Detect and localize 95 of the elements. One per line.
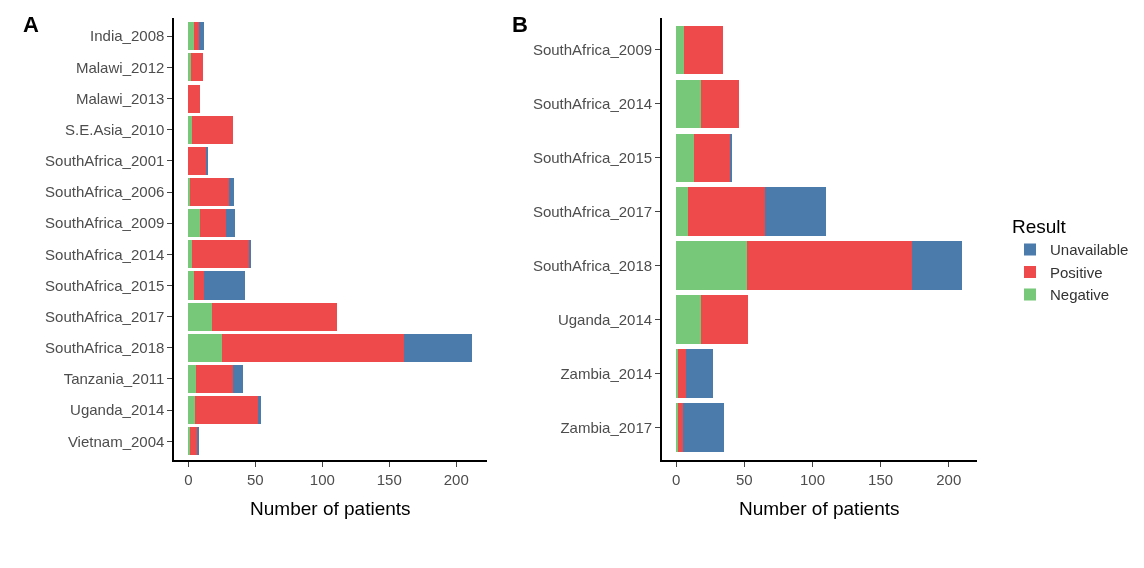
x-tick-label: 0 xyxy=(184,470,193,488)
bar xyxy=(685,349,714,398)
bar xyxy=(700,79,739,129)
legend-label: Positive xyxy=(1050,263,1103,281)
y-tick-label: Uganda_2014 xyxy=(557,310,653,328)
bar xyxy=(693,133,731,183)
bar xyxy=(228,177,234,207)
bar xyxy=(188,364,197,393)
x-tick-label: 100 xyxy=(309,470,335,488)
bar xyxy=(195,396,258,425)
bar xyxy=(192,115,233,144)
bar xyxy=(200,209,226,238)
x-tick-label: 200 xyxy=(936,470,962,488)
bar xyxy=(676,79,701,129)
bar xyxy=(188,146,208,175)
y-tick-label: SouthAfrica_2017 xyxy=(45,307,165,325)
x-tick-label: 200 xyxy=(443,470,469,488)
bar xyxy=(675,349,678,398)
y-tick-label: SouthAfrica_2018 xyxy=(532,256,653,274)
bar xyxy=(188,240,193,269)
y-tick-label: S.E.Asia_2010 xyxy=(65,120,165,138)
bar xyxy=(676,295,701,344)
bar xyxy=(676,241,748,291)
bar xyxy=(729,133,733,183)
bar xyxy=(257,396,261,425)
y-tick-label: SouthAfrica_2018 xyxy=(45,339,165,357)
x-tick-label: 100 xyxy=(799,470,825,488)
bar xyxy=(221,333,405,362)
y-tick-label: Uganda_2014 xyxy=(70,401,165,419)
bar xyxy=(199,22,205,51)
bar xyxy=(676,133,694,183)
bar xyxy=(677,349,686,398)
bar xyxy=(188,84,201,113)
legend-title: Result xyxy=(1012,216,1067,238)
x-tick-label: 150 xyxy=(868,470,894,488)
bar xyxy=(764,187,827,237)
y-tick-label: Zambia_2014 xyxy=(560,364,653,382)
bar xyxy=(232,364,244,393)
bar xyxy=(197,427,200,456)
y-tick-label: Tanzania_2011 xyxy=(63,370,165,388)
y-tick-label: SouthAfrica_2017 xyxy=(532,203,653,221)
bar xyxy=(249,240,252,269)
bar xyxy=(700,295,749,344)
bar xyxy=(188,177,191,207)
y-tick-label: SouthAfrica_2006 xyxy=(45,183,165,201)
bar xyxy=(188,22,194,51)
y-tick-label: SouthAfrica_2015 xyxy=(45,276,165,294)
bar xyxy=(684,25,723,75)
bar xyxy=(193,271,205,300)
bar xyxy=(683,403,724,452)
bar xyxy=(188,115,193,144)
y-tick-label: Vietnam_2004 xyxy=(67,432,165,450)
bar xyxy=(225,209,236,238)
bar xyxy=(188,302,213,331)
bar xyxy=(677,403,684,452)
bar xyxy=(911,241,963,291)
bar xyxy=(676,187,689,237)
bar xyxy=(188,53,191,82)
y-tick-label: SouthAfrica_2015 xyxy=(532,149,653,167)
bar xyxy=(188,271,194,300)
x-tick-label: 150 xyxy=(376,470,402,488)
bar xyxy=(188,396,195,425)
y-tick-label: SouthAfrica_2001 xyxy=(45,152,165,170)
bar xyxy=(675,403,678,452)
x-tick-label: 50 xyxy=(246,470,264,488)
bar xyxy=(212,302,338,331)
bar xyxy=(404,333,473,362)
bar xyxy=(189,177,229,207)
legend-label: Unavailable xyxy=(1050,241,1129,259)
bar xyxy=(192,240,250,269)
bar xyxy=(193,22,200,51)
bar xyxy=(204,271,245,300)
y-tick-label: India_2008 xyxy=(90,27,165,45)
bar xyxy=(188,333,222,362)
y-tick-label: Zambia_2017 xyxy=(560,418,653,436)
y-tick-label: SouthAfrica_2009 xyxy=(532,41,653,59)
bar xyxy=(196,364,233,393)
x-tick-label: 50 xyxy=(736,470,753,488)
y-tick-label: SouthAfrica_2009 xyxy=(45,214,165,232)
chart-title: B xyxy=(512,12,528,37)
legend-label: Negative xyxy=(1050,286,1110,304)
bar xyxy=(188,209,201,238)
y-tick-label: Malawi_2013 xyxy=(75,89,165,107)
x-tick-label: 0 xyxy=(672,470,681,488)
bar xyxy=(190,53,204,82)
x-axis-title: Number of patients xyxy=(739,498,900,520)
bar xyxy=(688,187,765,237)
y-tick-label: SouthAfrica_2014 xyxy=(45,245,165,263)
y-tick-label: SouthAfrica_2014 xyxy=(532,95,653,113)
chart-title: A xyxy=(23,12,39,37)
bar xyxy=(676,25,685,75)
y-tick-label: Malawi_2012 xyxy=(75,58,165,76)
x-axis-title: Number of patients xyxy=(250,498,411,520)
bar xyxy=(188,427,191,456)
bar xyxy=(747,241,912,291)
